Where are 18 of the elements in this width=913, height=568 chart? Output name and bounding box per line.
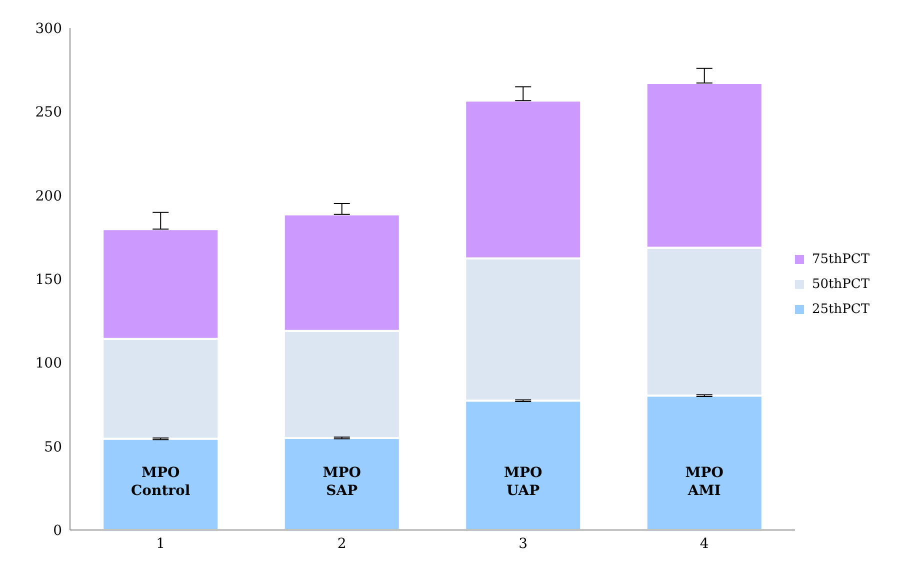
x-tick-label: 3 [518,536,528,552]
x-tick-label: 2 [337,536,346,552]
annotation: MPO UAP [504,464,542,499]
x-tick-label: 4 [700,536,709,552]
y-tick-label: 150 [35,272,62,288]
annotation: MPO Control [131,464,190,499]
legend-label: 25thPCT [812,302,870,316]
annotation: MPO AMI [685,464,724,499]
y-tick-label: 0 [53,522,62,539]
legend-label: 75thPCT [812,252,870,266]
y-tick-label: 200 [35,188,62,204]
annotation: MPO SAP [322,464,361,499]
y-tick-label: 50 [44,439,62,456]
y-tick-label: 300 [35,20,62,37]
y-tick-label: 250 [35,104,62,121]
legend-label: 50thPCT [812,276,870,292]
x-tick-label: 1 [156,536,166,552]
y-tick-label: 100 [35,356,62,372]
